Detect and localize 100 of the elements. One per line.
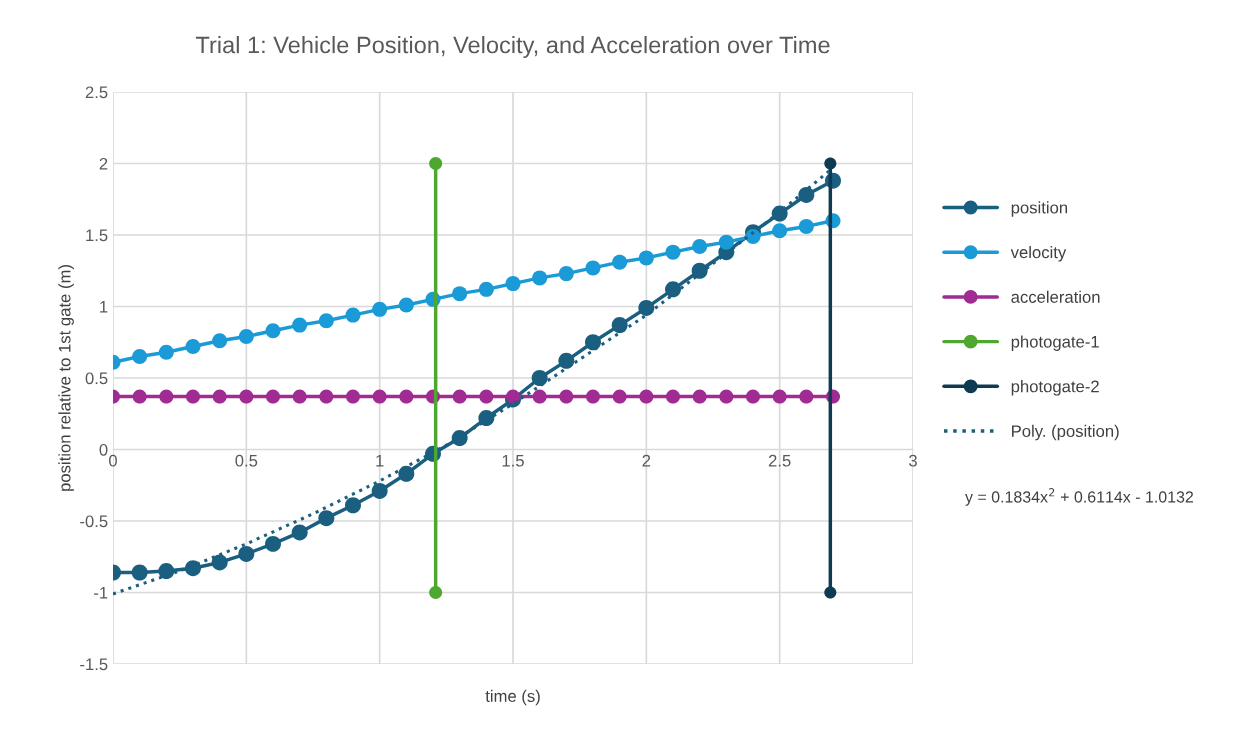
y-tick-label: -1.5 (80, 658, 108, 671)
point (239, 389, 254, 404)
point (772, 223, 788, 239)
x-tick-label: 0 (109, 454, 117, 467)
point (799, 389, 814, 404)
point (292, 389, 307, 404)
point (692, 389, 707, 404)
point (185, 389, 201, 404)
point (131, 564, 148, 581)
point (371, 482, 388, 499)
point (291, 524, 308, 541)
point (665, 244, 681, 260)
x-tick-label: 1 (376, 454, 384, 467)
point (158, 563, 175, 580)
point (265, 323, 281, 339)
point (345, 497, 361, 514)
point (292, 317, 308, 333)
x-tick-label: 2 (642, 454, 651, 467)
point (372, 389, 387, 404)
point (558, 352, 575, 369)
legend-label: acceleration (1011, 290, 1100, 303)
point (132, 389, 147, 404)
point (585, 260, 601, 276)
point (585, 389, 601, 404)
point (612, 254, 628, 270)
point (718, 234, 734, 250)
y-tick-label: -1 (94, 587, 108, 599)
point (665, 389, 681, 404)
point (559, 389, 574, 404)
x-tick-label: 3 (909, 454, 917, 467)
point (612, 389, 627, 404)
y-tick-label: 0 (99, 443, 108, 456)
point (451, 430, 468, 447)
point (611, 317, 628, 334)
point (318, 313, 334, 329)
point (212, 333, 228, 349)
point (185, 560, 201, 577)
y-tick-label: 2 (99, 157, 108, 170)
point (798, 186, 815, 203)
point (505, 389, 521, 404)
point (478, 281, 494, 297)
point (238, 329, 254, 345)
point (772, 389, 787, 404)
y-axis-title: position relative to 1st gate (m) (58, 265, 74, 491)
legend-label: Poly. (position) (1012, 424, 1119, 441)
point (691, 262, 708, 279)
legend-label: photogate-1 (1011, 335, 1099, 351)
point (719, 389, 734, 404)
point (532, 270, 548, 286)
legend-label: photogate-2 (1011, 380, 1099, 396)
point (638, 299, 655, 316)
legend-label: velocity (1010, 245, 1067, 262)
point (558, 266, 574, 282)
point (429, 156, 443, 171)
x-tick-label: 0.5 (235, 454, 258, 467)
point (319, 389, 334, 404)
legend-label: position (1011, 201, 1068, 217)
point (585, 334, 601, 351)
point (158, 344, 174, 360)
y-tick-label: -0.5 (80, 515, 108, 528)
point (478, 410, 495, 427)
point (429, 585, 443, 600)
point (265, 535, 281, 552)
point (372, 301, 388, 317)
y-tick-label: 1.5 (86, 229, 108, 242)
point (479, 389, 494, 404)
point (639, 389, 654, 404)
y-tick-label: 0.5 (85, 372, 108, 385)
point (345, 389, 361, 404)
point (798, 218, 814, 234)
point (399, 389, 414, 404)
point (159, 389, 174, 404)
x-tick-label: 2.5 (768, 454, 791, 467)
y-tick-label: 2.5 (85, 86, 108, 99)
point (185, 339, 201, 355)
point (452, 286, 468, 302)
point (238, 545, 255, 562)
y-tick-label: 1 (100, 301, 108, 313)
point (345, 307, 361, 323)
point (452, 389, 467, 404)
point (265, 389, 281, 404)
point (692, 238, 708, 254)
point (665, 281, 681, 298)
x-axis-title: time (s) (485, 689, 540, 706)
point (398, 297, 414, 313)
point (745, 389, 761, 404)
point (212, 389, 227, 404)
chart-title: Trial 1: Vehicle Position, Velocity, and Acceleration over Time (195, 36, 830, 59)
point (211, 554, 228, 571)
point (824, 586, 837, 599)
point (638, 250, 654, 266)
x-tick-label: 1.5 (502, 454, 524, 467)
point (824, 157, 837, 170)
point (532, 389, 547, 404)
point (398, 465, 415, 482)
point (318, 510, 335, 527)
point (505, 276, 521, 292)
point (132, 349, 148, 365)
text: y = 0.1834x$^{2}$ + 0.6114x - 1.0132 (965, 488, 1194, 506)
point (531, 370, 548, 386)
